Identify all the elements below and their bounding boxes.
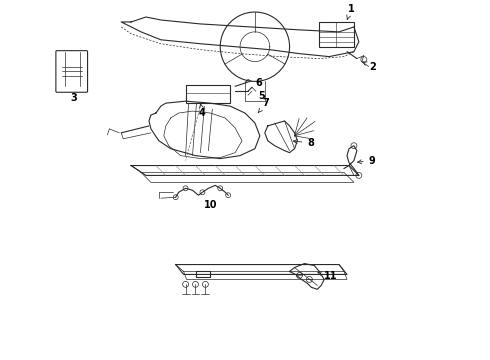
Text: 1: 1 bbox=[347, 4, 354, 19]
Text: 6: 6 bbox=[255, 78, 262, 88]
Text: 2: 2 bbox=[363, 62, 375, 72]
Text: 9: 9 bbox=[358, 156, 375, 166]
Bar bbox=[186, 85, 230, 103]
Text: 3: 3 bbox=[71, 93, 77, 103]
Text: 8: 8 bbox=[293, 138, 314, 148]
Text: 11: 11 bbox=[318, 271, 338, 282]
Bar bbox=[319, 22, 354, 47]
Text: 4: 4 bbox=[199, 104, 206, 118]
Text: 5: 5 bbox=[258, 91, 265, 101]
Text: 7: 7 bbox=[258, 98, 270, 113]
Text: 10: 10 bbox=[203, 200, 217, 210]
